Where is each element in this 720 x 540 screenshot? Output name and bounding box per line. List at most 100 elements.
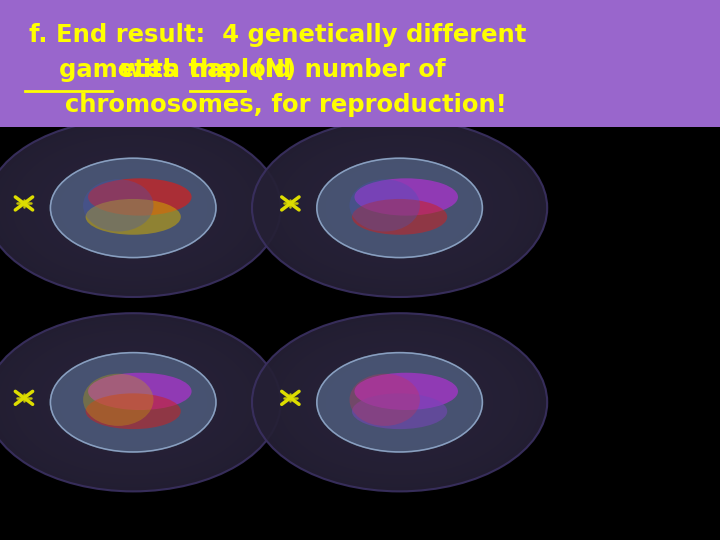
Ellipse shape	[93, 184, 174, 232]
Ellipse shape	[306, 346, 493, 459]
Ellipse shape	[252, 119, 547, 297]
Ellipse shape	[252, 119, 547, 297]
Ellipse shape	[258, 123, 541, 293]
Ellipse shape	[393, 399, 406, 407]
Ellipse shape	[86, 393, 181, 429]
Ellipse shape	[50, 353, 216, 452]
Ellipse shape	[319, 159, 480, 256]
Ellipse shape	[40, 151, 227, 265]
Ellipse shape	[107, 386, 160, 418]
Ellipse shape	[359, 378, 440, 427]
Ellipse shape	[252, 313, 547, 491]
Ellipse shape	[317, 158, 482, 258]
Ellipse shape	[88, 178, 192, 215]
Ellipse shape	[379, 195, 420, 220]
Ellipse shape	[32, 341, 234, 463]
Ellipse shape	[66, 167, 200, 248]
Ellipse shape	[333, 362, 467, 443]
Ellipse shape	[26, 338, 240, 467]
Ellipse shape	[0, 313, 281, 491]
Ellipse shape	[292, 338, 507, 467]
Ellipse shape	[0, 127, 267, 289]
Ellipse shape	[99, 187, 167, 228]
Bar	[0, 0, 720, 127]
Text: haploid: haploid	[190, 58, 292, 82]
Ellipse shape	[99, 382, 167, 422]
Ellipse shape	[306, 151, 493, 265]
Ellipse shape	[325, 357, 474, 447]
Ellipse shape	[6, 325, 261, 480]
Ellipse shape	[127, 399, 140, 407]
Ellipse shape	[373, 192, 426, 224]
Ellipse shape	[333, 167, 467, 248]
Ellipse shape	[252, 313, 547, 491]
Ellipse shape	[79, 370, 187, 435]
Ellipse shape	[0, 313, 281, 491]
Ellipse shape	[79, 176, 187, 240]
Ellipse shape	[19, 139, 247, 276]
Ellipse shape	[120, 394, 147, 410]
Ellipse shape	[26, 143, 240, 273]
Ellipse shape	[349, 374, 420, 426]
Ellipse shape	[88, 373, 192, 410]
Ellipse shape	[40, 346, 227, 459]
Ellipse shape	[12, 329, 254, 475]
Ellipse shape	[83, 374, 153, 426]
Ellipse shape	[86, 374, 180, 431]
Ellipse shape	[272, 131, 527, 285]
Ellipse shape	[339, 172, 460, 244]
Ellipse shape	[258, 317, 541, 487]
Ellipse shape	[86, 179, 180, 237]
Ellipse shape	[19, 333, 247, 471]
Text: (N) number of: (N) number of	[245, 58, 446, 82]
Ellipse shape	[292, 143, 507, 273]
Ellipse shape	[46, 156, 220, 260]
Ellipse shape	[386, 394, 413, 410]
Ellipse shape	[12, 135, 254, 281]
Ellipse shape	[379, 390, 420, 415]
Ellipse shape	[107, 192, 160, 224]
Ellipse shape	[113, 390, 153, 415]
Ellipse shape	[53, 159, 214, 256]
Ellipse shape	[0, 123, 274, 293]
Ellipse shape	[349, 179, 420, 232]
Ellipse shape	[325, 163, 474, 252]
Ellipse shape	[279, 329, 521, 475]
Ellipse shape	[0, 321, 267, 483]
Ellipse shape	[386, 200, 413, 216]
Ellipse shape	[272, 325, 527, 480]
Text: with the: with the	[112, 58, 242, 82]
Text: gametes: gametes	[25, 58, 176, 82]
Ellipse shape	[366, 187, 433, 228]
Ellipse shape	[0, 119, 281, 297]
Ellipse shape	[299, 341, 500, 463]
Text: f. End result:  4 genetically different: f. End result: 4 genetically different	[29, 23, 526, 46]
Ellipse shape	[127, 204, 140, 212]
Ellipse shape	[66, 362, 200, 443]
Ellipse shape	[73, 172, 194, 244]
Ellipse shape	[32, 147, 234, 268]
Ellipse shape	[53, 354, 214, 451]
Ellipse shape	[319, 354, 480, 451]
Ellipse shape	[286, 139, 513, 276]
Ellipse shape	[6, 131, 261, 285]
Ellipse shape	[346, 370, 454, 435]
Ellipse shape	[279, 135, 521, 281]
Ellipse shape	[312, 350, 487, 455]
Ellipse shape	[93, 378, 174, 427]
Ellipse shape	[352, 199, 447, 235]
Ellipse shape	[354, 373, 458, 410]
Ellipse shape	[312, 156, 487, 260]
Ellipse shape	[46, 350, 220, 455]
Ellipse shape	[59, 163, 207, 252]
Ellipse shape	[317, 353, 482, 452]
Ellipse shape	[86, 199, 181, 235]
Ellipse shape	[353, 179, 446, 237]
Ellipse shape	[299, 147, 500, 268]
Ellipse shape	[339, 366, 460, 438]
Ellipse shape	[73, 366, 194, 438]
Ellipse shape	[59, 357, 207, 447]
Ellipse shape	[354, 178, 458, 215]
Ellipse shape	[346, 176, 454, 240]
Ellipse shape	[352, 393, 447, 429]
